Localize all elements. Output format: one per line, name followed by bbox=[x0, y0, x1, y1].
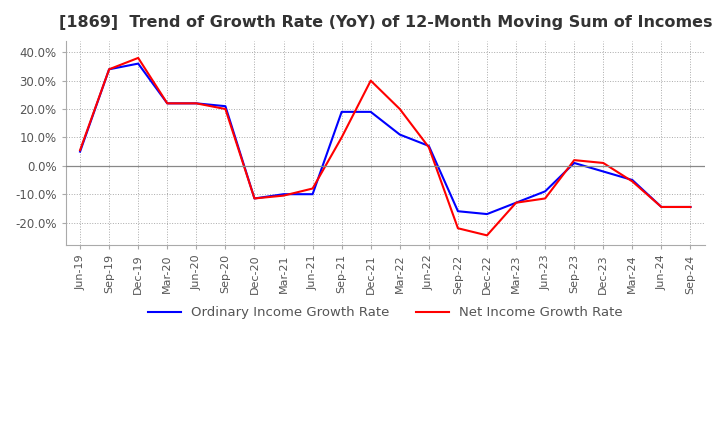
Net Income Growth Rate bbox=[425, 145, 433, 150]
Net Income Growth Rate bbox=[657, 204, 666, 209]
Net Income Growth Rate bbox=[366, 78, 375, 83]
Net Income Growth Rate bbox=[76, 147, 84, 153]
Net Income Growth Rate bbox=[105, 66, 114, 72]
Ordinary Income Growth Rate bbox=[686, 204, 695, 209]
Ordinary Income Growth Rate bbox=[599, 169, 608, 174]
Ordinary Income Growth Rate bbox=[570, 160, 578, 165]
Net Income Growth Rate bbox=[163, 101, 171, 106]
Line: Ordinary Income Growth Rate: Ordinary Income Growth Rate bbox=[80, 64, 690, 214]
Ordinary Income Growth Rate bbox=[250, 196, 258, 201]
Title: [1869]  Trend of Growth Rate (YoY) of 12-Month Moving Sum of Incomes: [1869] Trend of Growth Rate (YoY) of 12-… bbox=[58, 15, 712, 30]
Ordinary Income Growth Rate bbox=[395, 132, 404, 137]
Net Income Growth Rate bbox=[134, 55, 143, 61]
Net Income Growth Rate bbox=[482, 233, 491, 238]
Net Income Growth Rate bbox=[250, 196, 258, 201]
Net Income Growth Rate bbox=[308, 186, 317, 191]
Net Income Growth Rate bbox=[454, 226, 462, 231]
Ordinary Income Growth Rate bbox=[425, 143, 433, 149]
Ordinary Income Growth Rate bbox=[482, 212, 491, 217]
Ordinary Income Growth Rate bbox=[163, 101, 171, 106]
Line: Net Income Growth Rate: Net Income Growth Rate bbox=[80, 58, 690, 235]
Net Income Growth Rate bbox=[512, 200, 521, 205]
Ordinary Income Growth Rate bbox=[454, 209, 462, 214]
Ordinary Income Growth Rate bbox=[134, 61, 143, 66]
Net Income Growth Rate bbox=[686, 204, 695, 209]
Net Income Growth Rate bbox=[338, 135, 346, 140]
Net Income Growth Rate bbox=[395, 106, 404, 112]
Ordinary Income Growth Rate bbox=[657, 204, 666, 209]
Ordinary Income Growth Rate bbox=[338, 109, 346, 114]
Ordinary Income Growth Rate bbox=[105, 66, 114, 72]
Net Income Growth Rate bbox=[221, 106, 230, 112]
Net Income Growth Rate bbox=[192, 101, 201, 106]
Net Income Growth Rate bbox=[570, 158, 578, 163]
Net Income Growth Rate bbox=[599, 160, 608, 165]
Net Income Growth Rate bbox=[541, 196, 549, 201]
Ordinary Income Growth Rate bbox=[308, 191, 317, 197]
Ordinary Income Growth Rate bbox=[192, 101, 201, 106]
Net Income Growth Rate bbox=[628, 179, 636, 184]
Ordinary Income Growth Rate bbox=[366, 109, 375, 114]
Net Income Growth Rate bbox=[279, 193, 288, 198]
Ordinary Income Growth Rate bbox=[221, 103, 230, 109]
Ordinary Income Growth Rate bbox=[76, 149, 84, 154]
Ordinary Income Growth Rate bbox=[541, 189, 549, 194]
Ordinary Income Growth Rate bbox=[279, 191, 288, 197]
Ordinary Income Growth Rate bbox=[512, 200, 521, 205]
Ordinary Income Growth Rate bbox=[628, 177, 636, 183]
Legend: Ordinary Income Growth Rate, Net Income Growth Rate: Ordinary Income Growth Rate, Net Income … bbox=[143, 301, 629, 325]
